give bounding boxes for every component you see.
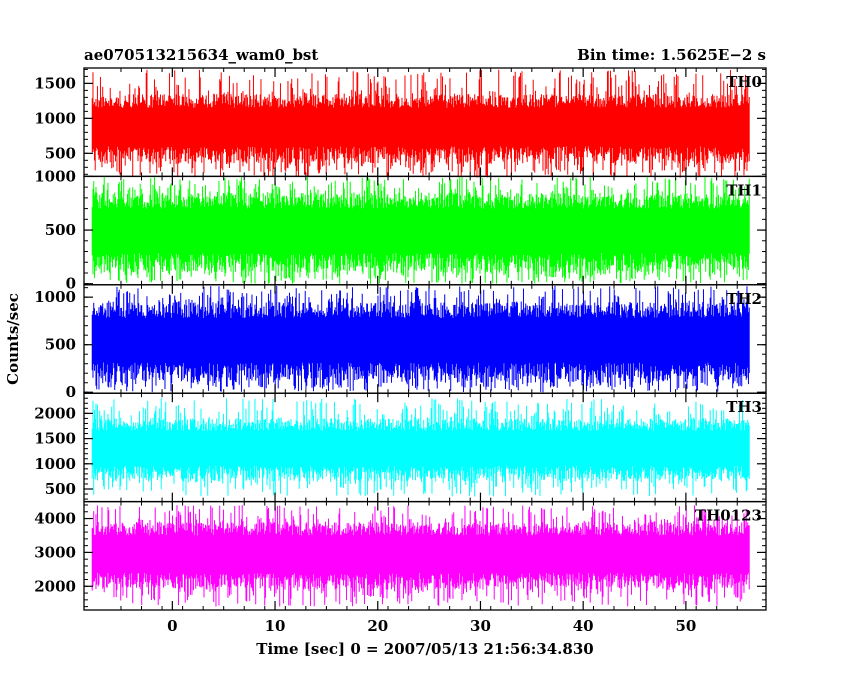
y-tick-label: 500 xyxy=(45,221,76,239)
y-tick-label: 3000 xyxy=(34,543,76,561)
panel-th0: 500 1000 1500 TH0 xyxy=(34,67,767,178)
x-tick-label: 10 xyxy=(265,617,286,635)
y-tick-label: 500 xyxy=(45,480,76,498)
series-th0123-line xyxy=(91,505,750,607)
series-th1-line xyxy=(91,176,750,284)
series-th0-line xyxy=(91,69,750,178)
y-tick-label: 1000 xyxy=(34,288,76,306)
y-tick-label: 500 xyxy=(45,336,76,354)
x-tick-labels: 0 10 20 30 40 50 xyxy=(167,617,696,635)
y-tick-label: 1500 xyxy=(34,74,76,92)
y-tick-label: 1000 xyxy=(34,109,76,127)
panel-label-th3: TH3 xyxy=(726,398,762,416)
y-tick-label: 1000 xyxy=(34,167,76,185)
y-tick-label: 2000 xyxy=(34,577,76,595)
x-tick-label: 40 xyxy=(573,617,594,635)
panel-frame xyxy=(83,500,767,611)
y-tick-label: 0 xyxy=(66,275,76,293)
x-tick-label: 20 xyxy=(367,617,388,635)
chart-title-left: ae070513215634_wam0_bst xyxy=(84,46,318,64)
panel-label-th2: TH2 xyxy=(726,290,762,308)
series-th3-line xyxy=(91,398,750,497)
y-axis-label: Counts/sec xyxy=(4,293,22,385)
panel-th0123: 2000 3000 4000 TH0123 xyxy=(34,500,767,611)
y-tick-label: 1000 xyxy=(34,455,76,473)
panel-label-th0123: TH0123 xyxy=(695,507,762,525)
y-tick-label: 4000 xyxy=(34,510,76,528)
panel-th2: 0 500 1000 TH2 xyxy=(34,284,767,401)
panel-th1: 0 500 1000 TH1 xyxy=(34,167,767,293)
panel-label-th0: TH0 xyxy=(726,73,762,91)
x-tick-label: 30 xyxy=(470,617,491,635)
chart-title-right: Bin time: 1.5625E−2 s xyxy=(577,46,766,64)
x-tick-label: 0 xyxy=(167,617,177,635)
x-axis-label: Time [sec] 0 = 2007/05/13 21:56:34.830 xyxy=(256,640,593,658)
panel-th3: 500 1000 1500 2000 TH3 xyxy=(34,392,767,503)
series-th2-line xyxy=(91,285,750,393)
x-tick-label: 50 xyxy=(675,617,696,635)
y-tick-label: 0 xyxy=(66,383,76,401)
panels-group: 500 1000 1500 TH0 0 500 1000 TH1 0 500 1000 TH2 500 1… xyxy=(34,67,767,611)
y-tick-label: 2000 xyxy=(34,404,76,422)
y-tick-label: 500 xyxy=(45,144,76,162)
y-tick-label: 1500 xyxy=(34,430,76,448)
panel-label-th1: TH1 xyxy=(726,181,762,199)
